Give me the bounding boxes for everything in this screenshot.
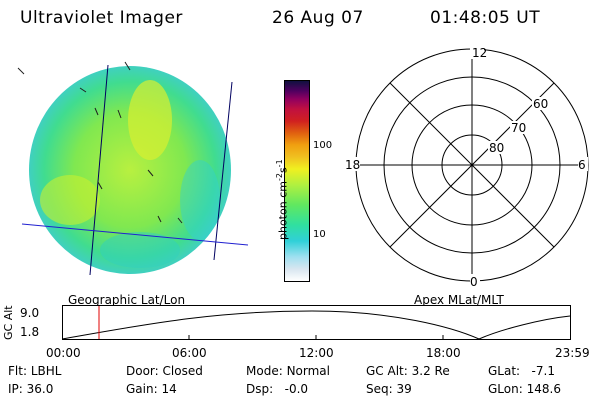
- info-door: Door: Closed: [126, 364, 203, 378]
- altitude-ytick-low: 1.8: [20, 325, 40, 339]
- instrument-title: Ultraviolet Imager: [20, 8, 183, 28]
- info-glat: GLat: -7.1: [488, 364, 555, 378]
- date-label: 26 Aug 07: [272, 8, 364, 28]
- mlt-label-12: 12: [472, 46, 487, 60]
- xtick-1200: 12:00: [299, 346, 334, 360]
- xtick-0000: 00:00: [46, 346, 81, 360]
- info-ip: IP: 36.0: [8, 382, 54, 396]
- altitude-ylabel: GC Alt: [2, 305, 15, 340]
- altitude-ytick-high: 9.0: [20, 306, 40, 320]
- mlt-label-0: 0: [470, 275, 478, 289]
- info-gc-alt: GC Alt: 3.2 Re: [366, 364, 450, 378]
- lat-label-80: 80: [489, 141, 504, 155]
- color-bar: [284, 80, 310, 282]
- altitude-plot: [62, 305, 571, 340]
- lat-label-60: 60: [533, 97, 548, 111]
- time-label: 01:48:05 UT: [430, 8, 541, 28]
- info-mode: Mode: Normal: [246, 364, 330, 378]
- meridian-line: [89, 64, 109, 276]
- altitude-curve: [62, 310, 571, 340]
- latitude-line: [21, 223, 249, 246]
- colorbar-tick-100: 100: [313, 140, 333, 151]
- info-gain: Gain: 14: [126, 382, 177, 396]
- xtick-0600: 06:00: [172, 346, 207, 360]
- mlt-label-18: 18: [345, 158, 360, 172]
- xtick-2359: 23:59: [555, 346, 590, 360]
- mlt-label-6: 6: [578, 158, 586, 172]
- apex-label: Apex MLat/MLT: [414, 293, 504, 307]
- lat-label-70: 70: [511, 121, 526, 135]
- meridian-line: [213, 81, 233, 261]
- colorbar-unit-label: photon cm-2s-1: [275, 159, 290, 240]
- polar-grid: 12 6 0 18 60 70 80: [344, 46, 589, 289]
- info-flt: Flt: LBHL: [8, 364, 62, 378]
- info-glon: GLon: 148.6: [488, 382, 561, 396]
- uv-earth-image: [17, 61, 249, 276]
- info-dsp: Dsp: -0.0: [246, 382, 309, 396]
- colorbar-tick-10: 10: [313, 229, 326, 240]
- xtick-1800: 18:00: [426, 346, 461, 360]
- coastline-marks: [17, 61, 183, 224]
- geographic-label: Geographic Lat/Lon: [68, 293, 186, 307]
- info-seq: Seq: 39: [366, 382, 412, 396]
